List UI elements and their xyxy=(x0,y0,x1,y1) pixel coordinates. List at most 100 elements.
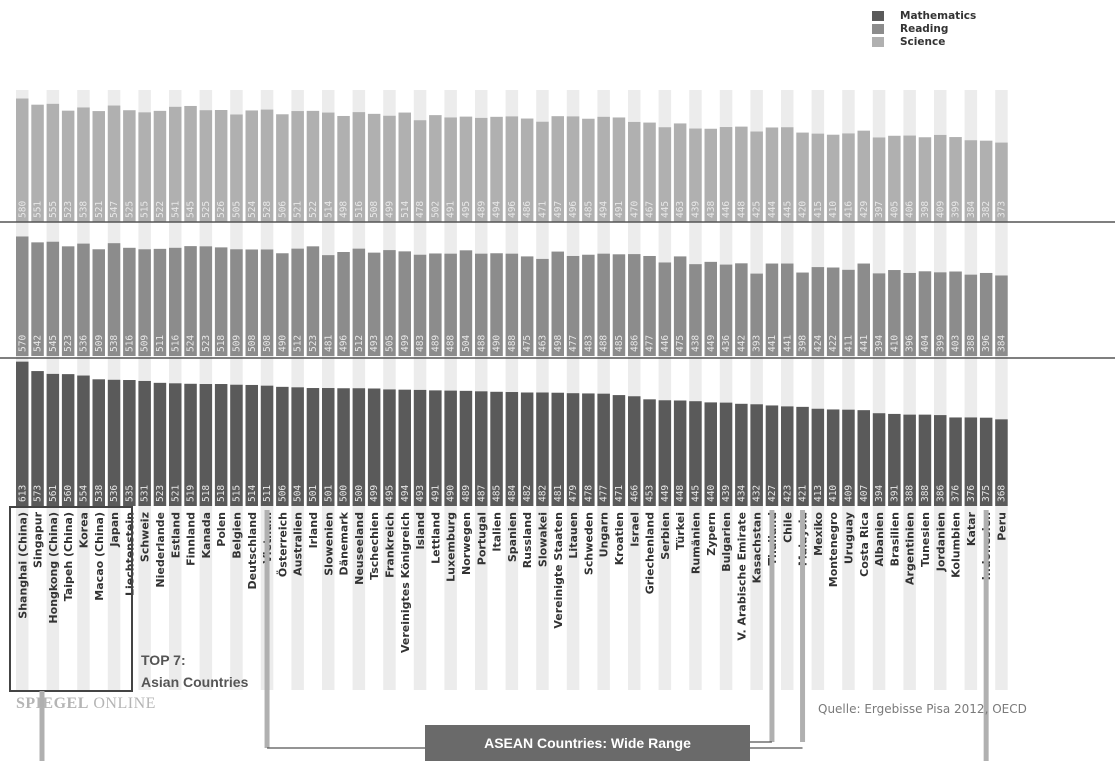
value-label: 486 xyxy=(629,335,640,352)
category-label-taipeh-china: Taipeh (China) xyxy=(62,512,75,601)
value-label: 405 xyxy=(889,201,900,218)
category-label-norwegen: Norwegen xyxy=(460,512,473,575)
category-label-neuseeland: Neuseeland xyxy=(353,512,366,585)
value-label: 399 xyxy=(951,201,962,218)
value-label: 509 xyxy=(94,335,105,352)
bar xyxy=(92,249,105,356)
bar xyxy=(765,263,779,356)
bar xyxy=(566,393,580,506)
bar xyxy=(61,374,75,506)
bar xyxy=(444,253,457,356)
value-label: 504 xyxy=(293,485,304,502)
category-label-montenegro: Montenegro xyxy=(827,512,840,588)
value-label: 538 xyxy=(109,335,120,352)
value-label: 388 xyxy=(905,485,916,502)
value-label: 416 xyxy=(843,201,854,218)
category-label-niederlande: Niederlande xyxy=(154,512,167,588)
category-label-jordanien: Jordanien xyxy=(934,512,947,572)
category-label-bulgarien: Bulgarien xyxy=(720,512,733,572)
value-label: 514 xyxy=(323,201,334,218)
bar xyxy=(31,242,44,356)
bar xyxy=(199,110,213,222)
bar xyxy=(92,379,105,506)
legend-swatch-science xyxy=(872,36,884,47)
bar xyxy=(796,272,809,356)
bar xyxy=(429,390,442,506)
bar xyxy=(475,117,488,222)
value-label: 397 xyxy=(874,201,885,218)
value-label: 396 xyxy=(905,335,916,352)
bar xyxy=(765,127,779,222)
bar xyxy=(995,142,1008,222)
bar xyxy=(826,134,840,222)
bar xyxy=(337,388,350,506)
value-label: 560 xyxy=(63,485,74,502)
category-label-slowenien: Slowenien xyxy=(322,512,335,576)
value-label: 522 xyxy=(155,201,166,218)
bar xyxy=(199,384,213,506)
value-label: 521 xyxy=(170,485,181,502)
category-label-schweiz: Schweiz xyxy=(139,512,152,562)
bar xyxy=(46,241,60,356)
value-label: 514 xyxy=(247,485,258,502)
value-label: 482 xyxy=(522,485,533,502)
value-label: 448 xyxy=(675,485,686,502)
bar xyxy=(352,248,366,356)
value-label: 535 xyxy=(124,485,135,502)
bar xyxy=(61,110,75,222)
bar xyxy=(214,384,228,506)
bar xyxy=(872,273,886,356)
value-label: 478 xyxy=(415,201,426,218)
category-label-vereinigtes-k-nigreich: Vereinigtes Königreich xyxy=(399,512,412,653)
bar xyxy=(429,115,442,222)
bar xyxy=(643,255,656,356)
bar xyxy=(230,114,243,222)
category-label-australien: Australien xyxy=(292,512,305,576)
value-label: 394 xyxy=(874,485,885,502)
value-label: 500 xyxy=(354,485,365,502)
bar xyxy=(153,248,167,356)
value-label: 486 xyxy=(522,201,533,218)
column-stripe xyxy=(995,90,1008,690)
value-label: 471 xyxy=(614,485,625,502)
bar xyxy=(16,236,29,356)
bar xyxy=(520,392,534,506)
value-label: 509 xyxy=(140,335,151,352)
value-label: 444 xyxy=(767,201,778,218)
bar xyxy=(582,254,595,356)
value-label: 499 xyxy=(400,335,411,352)
value-label: 475 xyxy=(522,335,533,352)
value-label: 523 xyxy=(63,335,74,352)
value-label: 547 xyxy=(109,201,120,218)
bar xyxy=(490,391,503,506)
bar xyxy=(918,414,932,506)
bar xyxy=(383,250,396,356)
category-label-finnland: Finnland xyxy=(185,512,198,566)
value-label: 487 xyxy=(476,485,487,502)
bar xyxy=(260,385,274,506)
category-label-litauen: Litauen xyxy=(567,512,580,559)
category-label-costa-rica: Costa Rica xyxy=(858,512,871,577)
bar xyxy=(306,246,320,356)
bar xyxy=(658,127,672,222)
bar xyxy=(291,387,304,506)
value-label: 399 xyxy=(935,335,946,352)
bar xyxy=(842,269,855,356)
brand-logo: SPIEGEL ONLINE xyxy=(16,695,156,713)
column-stripe xyxy=(903,90,916,690)
bar xyxy=(138,249,151,356)
bar xyxy=(153,382,167,506)
column-stripe xyxy=(842,90,855,690)
bar xyxy=(582,393,595,506)
bar xyxy=(964,140,978,222)
value-label: 542 xyxy=(33,335,44,352)
category-label-albanien: Albanien xyxy=(873,512,886,566)
category-label-kasachstan: Kasachstan xyxy=(751,512,764,583)
bar xyxy=(872,137,886,222)
value-label: 518 xyxy=(201,485,212,502)
value-label: 508 xyxy=(262,335,273,352)
column-stripe xyxy=(811,90,825,690)
value-label: 438 xyxy=(690,335,701,352)
value-label: 373 xyxy=(996,201,1007,218)
category-label-t-rkei: Türkei xyxy=(674,512,687,550)
